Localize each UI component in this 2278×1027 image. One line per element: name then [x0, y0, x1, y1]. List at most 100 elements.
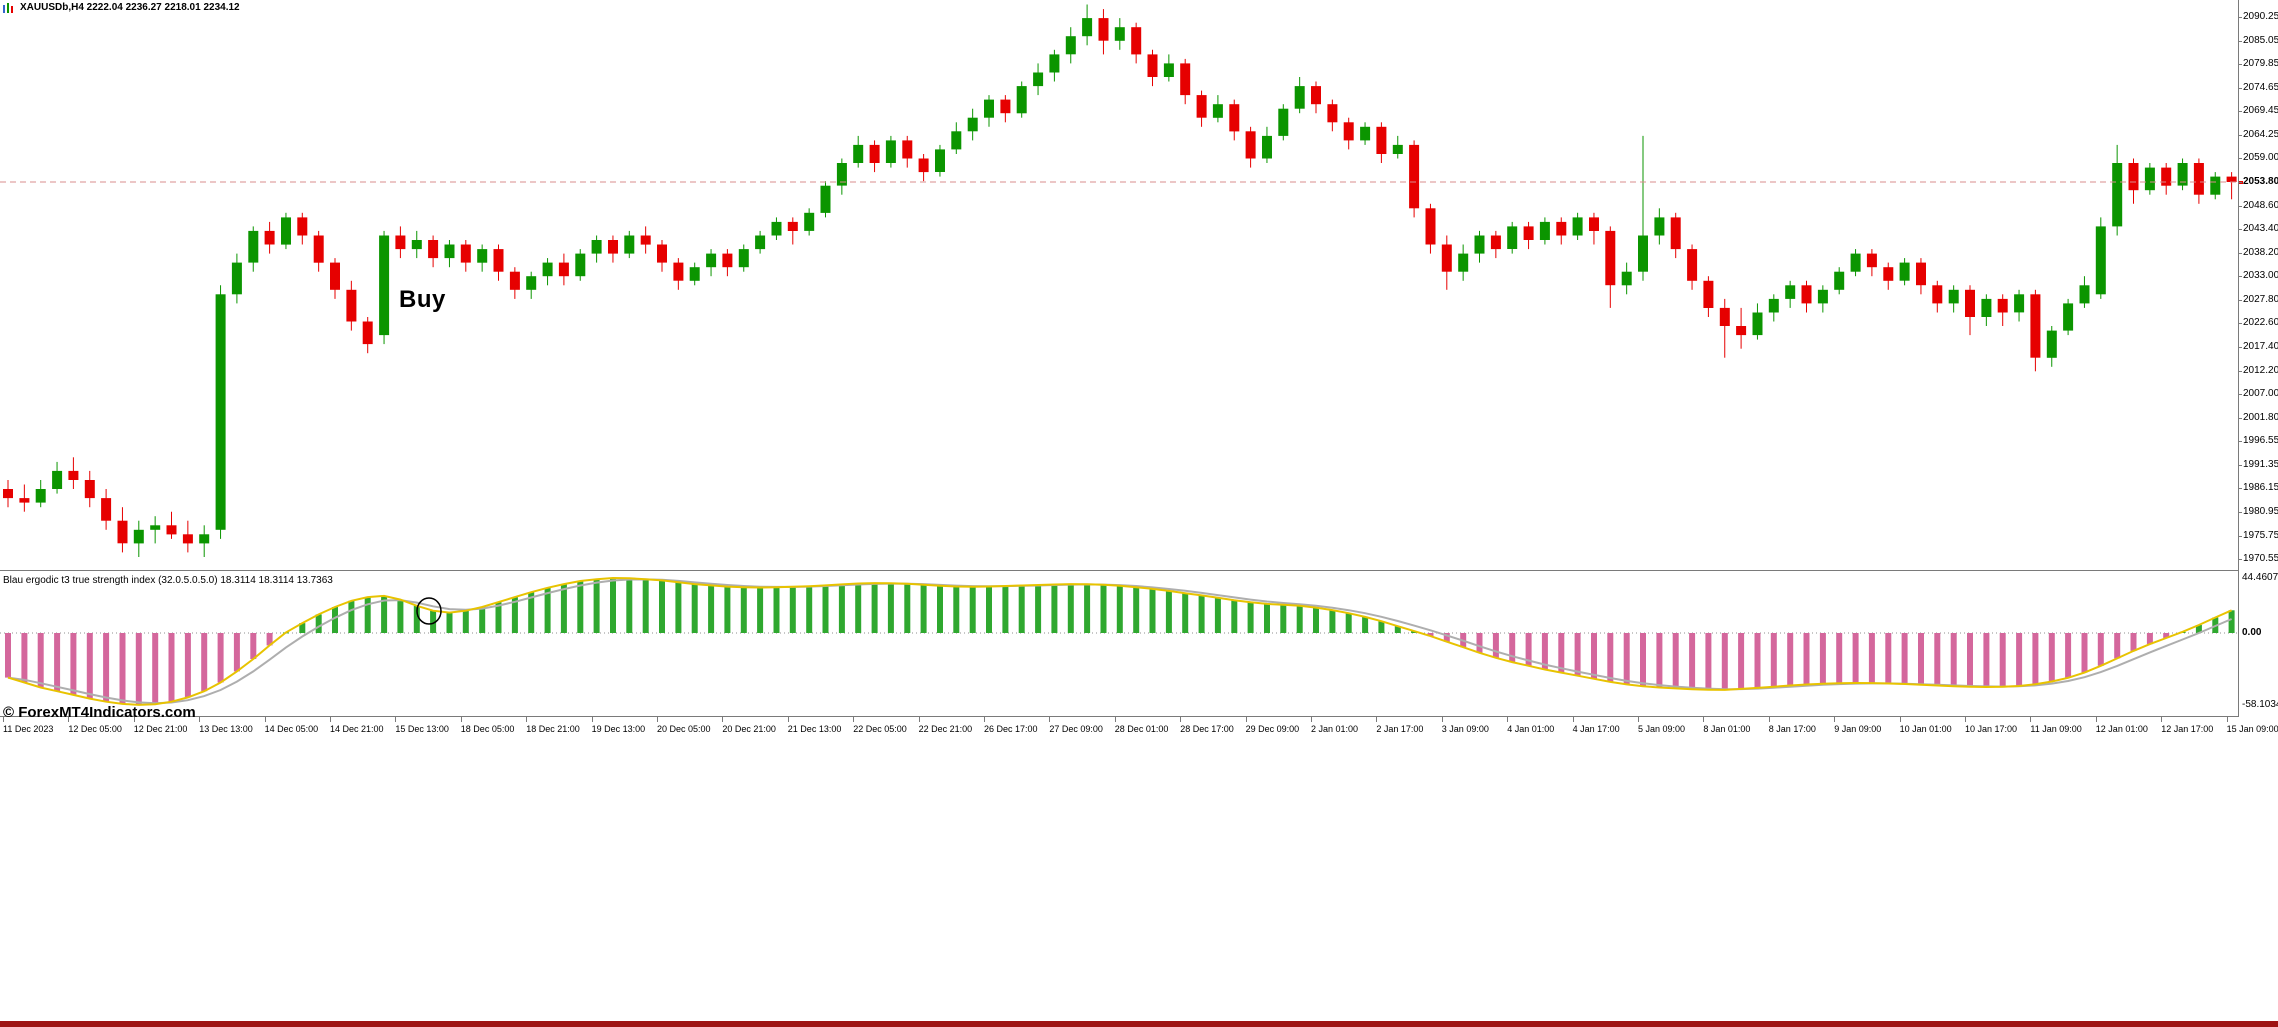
- candle-body: [657, 244, 667, 263]
- price-axis[interactable]: 2090.25 2085.05 2079.85 2074.65 2069.45 2064.…: [2238, 0, 2278, 717]
- main-tsi-line: [7, 576, 2233, 706]
- candle-body: [1997, 298, 2008, 313]
- price-axis-label: 1986.15: [2238, 482, 2278, 494]
- histogram-bar: [1934, 633, 1941, 686]
- histogram-bar: [5, 633, 11, 678]
- time-axis-label: 12 Jan 01:00: [2095, 717, 2148, 734]
- signal-circle-annotation[interactable]: [416, 597, 442, 625]
- time-axis-label: 28 Dec 01:00: [1114, 717, 1169, 734]
- price-axis-label: 2090.25: [2238, 11, 2278, 22]
- histogram-bar: [266, 633, 273, 646]
- histogram-bar: [642, 579, 649, 633]
- histogram-bar: [1558, 633, 1565, 673]
- candle-body: [411, 240, 422, 250]
- time-axis[interactable]: 11 Dec 2023 12 Dec 05:00 12 Dec 21:00 13 De…: [0, 717, 2278, 739]
- time-axis-label: 5 Jan 09:00: [1638, 717, 1686, 734]
- histogram-bar: [1427, 633, 1434, 637]
- price-axis-label: 2017.40: [2238, 340, 2278, 352]
- candle-body: [885, 140, 896, 163]
- histogram-bar: [773, 587, 780, 633]
- histogram-bar: [937, 585, 943, 633]
- candle-body: [1654, 217, 1665, 236]
- candle-body: [1180, 63, 1191, 96]
- histogram-bar: [1035, 585, 1042, 633]
- histogram-bar: [1509, 633, 1516, 663]
- candle-body: [558, 262, 569, 277]
- histogram-bar: [2032, 633, 2039, 685]
- price-axis-label: 2079.85: [2238, 58, 2278, 70]
- histogram-bar: [1443, 633, 1450, 642]
- candle-body: [133, 529, 144, 544]
- candle-body: [1327, 104, 1338, 123]
- candle-body: [755, 235, 766, 250]
- candle-body: [1850, 253, 1861, 272]
- candle-body: [738, 249, 749, 268]
- time-axis-label: 18 Dec 05:00: [460, 717, 515, 734]
- histogram-bar: [1999, 633, 2006, 687]
- candle-body: [1589, 217, 1599, 231]
- candle-body: [3, 489, 13, 499]
- candle-body: [1294, 86, 1305, 109]
- candle-body: [428, 240, 439, 259]
- candle-body: [771, 221, 782, 236]
- histogram-bar: [1950, 633, 1957, 687]
- candle-body: [444, 244, 455, 259]
- price-axis-label: 2012.20: [2238, 364, 2278, 376]
- time-axis-label: 15 Dec 13:00: [395, 717, 449, 734]
- time-axis-label: 14 Dec 05:00: [264, 717, 319, 734]
- candle-body: [1147, 54, 1158, 77]
- histogram-bar: [1819, 633, 1826, 684]
- histogram-bar: [1852, 633, 1859, 683]
- candle-body: [935, 149, 945, 172]
- candles-canvas: [0, 4, 2238, 557]
- histogram-bar: [1967, 633, 1973, 687]
- candle-body: [967, 117, 978, 132]
- candle-body: [1441, 244, 1452, 272]
- histogram-bar: [364, 597, 371, 633]
- oscillator-canvas: [0, 576, 2238, 706]
- histogram-bar: [1378, 621, 1385, 633]
- candle-body: [1016, 86, 1027, 114]
- price-axis-label: 2048.60: [2238, 199, 2278, 211]
- histogram-bar: [1705, 633, 1712, 690]
- candle-body: [2095, 226, 2106, 295]
- histogram-bar: [1983, 633, 1990, 687]
- price-axis-label: 2027.80: [2238, 293, 2278, 305]
- histogram-bar: [822, 585, 829, 633]
- price-axis-label: 1970.55: [2238, 553, 2278, 564]
- candle-body: [35, 489, 46, 503]
- histogram-bar: [1640, 633, 1646, 687]
- histogram-bar: [168, 633, 175, 702]
- price-chart-area[interactable]: XAUUSDb,H4 2222.04 2236.27 2218.01 2234.…: [0, 0, 2238, 570]
- candle-body: [902, 140, 913, 159]
- histogram-bar: [1133, 587, 1140, 633]
- histogram-bar: [871, 583, 878, 633]
- time-axis-label: 21 Dec 13:00: [787, 717, 842, 734]
- histogram-bar: [495, 602, 502, 633]
- candle-body: [460, 244, 471, 263]
- candle-body: [1163, 63, 1174, 77]
- histogram-bar: [217, 633, 224, 683]
- buy-annotation-text[interactable]: Buy: [399, 286, 446, 313]
- candle-body: [1360, 126, 1371, 141]
- time-axis-label: 3 Jan 09:00: [1441, 717, 1489, 734]
- time-axis-label: 15 Jan 09:00: [2226, 717, 2278, 734]
- candle-body: [689, 267, 700, 281]
- price-axis-label: 2074.65: [2238, 81, 2278, 93]
- time-axis-label: 22 Dec 05:00: [853, 717, 907, 734]
- histogram-bar: [1296, 605, 1303, 633]
- oscillator-panel[interactable]: Blau ergodic t3 true strength index (32.…: [0, 570, 2238, 717]
- histogram-bar: [986, 586, 992, 633]
- bottom-red-bar: [0, 1021, 2278, 1027]
- candle-body: [1703, 280, 1714, 308]
- time-axis-label: 26 Dec 17:00: [984, 717, 1038, 734]
- candle-body: [2226, 176, 2237, 182]
- candle-body: [820, 185, 831, 213]
- candle-body: [1736, 326, 1747, 336]
- histogram-bar: [1803, 633, 1810, 685]
- histogram-bar: [462, 610, 469, 633]
- price-axis-label: 1996.55: [2238, 435, 2278, 447]
- histogram-bar: [1231, 600, 1238, 633]
- histogram-bar: [1574, 633, 1581, 676]
